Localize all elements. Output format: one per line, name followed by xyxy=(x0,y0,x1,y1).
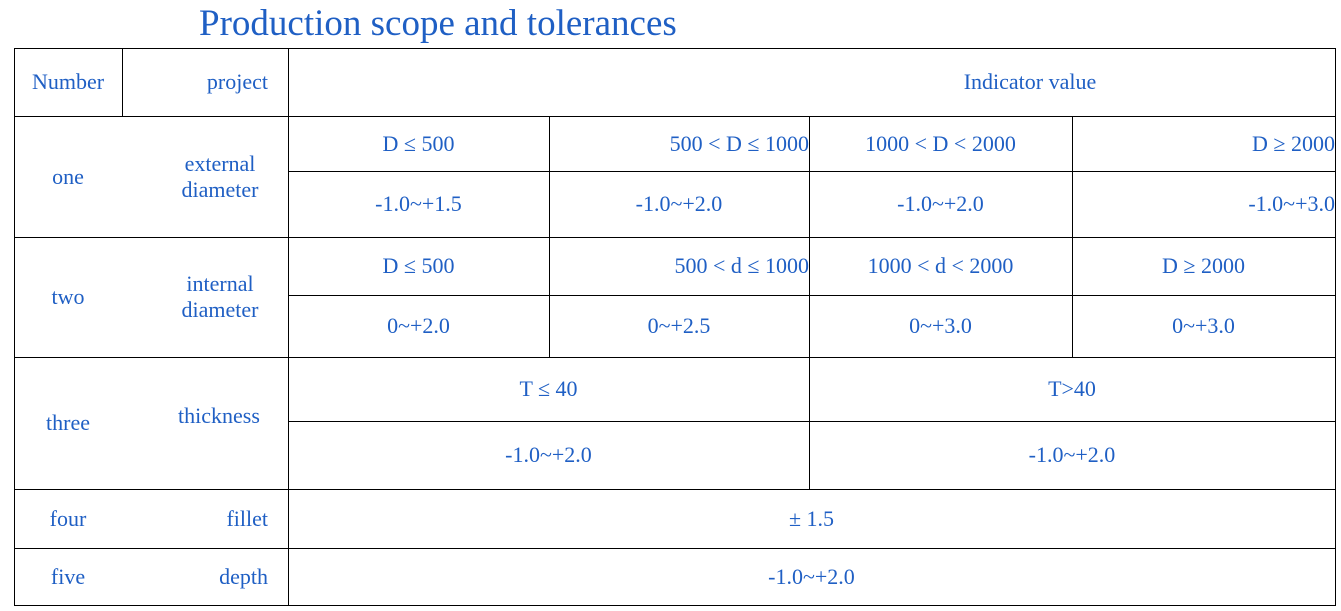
value-cell: ± 1.5 xyxy=(788,505,835,531)
rule-col-row3 xyxy=(809,357,810,489)
row-project: external diameter xyxy=(181,150,259,202)
tolerance-cell: -1.0~+1.5 xyxy=(375,191,462,216)
row-number: three xyxy=(46,410,90,435)
value-cell: -1.0~+2.0 xyxy=(768,563,855,589)
rule-row4-bottom xyxy=(14,548,1335,549)
row-number: one xyxy=(52,163,84,189)
tolerance-cell: 0~+2.5 xyxy=(647,313,711,338)
row-project: internal diameter xyxy=(181,271,259,322)
tolerance-cell: 0~+3.0 xyxy=(1172,313,1235,338)
range-cell: 500 < d ≤ 1000 xyxy=(674,253,809,278)
row-project: fillet xyxy=(226,505,268,531)
header-number: Number xyxy=(31,69,105,94)
rule-col3-row2 xyxy=(1072,237,1073,357)
rule-col1-row1 xyxy=(549,116,550,237)
range-cell: D ≤ 500 xyxy=(382,130,455,156)
tolerance-cell: -1.0~+2.0 xyxy=(635,191,723,216)
rule-col1-row2 xyxy=(549,237,550,357)
range-cell: 500 < D ≤ 1000 xyxy=(669,130,809,156)
tolerance-cell: -1.0~+2.0 xyxy=(505,442,592,467)
rule-right xyxy=(1335,48,1336,606)
rule-header-bottom xyxy=(14,116,1335,117)
range-cell: T ≤ 40 xyxy=(519,376,578,401)
rule-row3-bottom xyxy=(14,489,1335,490)
range-cell: T>40 xyxy=(1048,376,1096,401)
range-cell: D ≥ 2000 xyxy=(1252,130,1335,156)
range-cell: 1000 < D < 2000 xyxy=(865,130,1016,156)
tolerance-cell: -1.0~+2.0 xyxy=(897,191,984,216)
range-cell: D ≤ 500 xyxy=(382,253,455,278)
rule-left xyxy=(14,48,15,606)
row-number: four xyxy=(49,505,87,531)
tolerance-cell: -1.0~+2.0 xyxy=(1028,442,1116,467)
header-indicator-value: Indicator value xyxy=(963,69,1097,94)
range-cell: D ≥ 2000 xyxy=(1162,253,1245,278)
rule-row3-mid xyxy=(288,421,1335,422)
tolerance-cell: 0~+3.0 xyxy=(909,313,972,338)
rule-number xyxy=(122,48,123,117)
tolerance-cell: 0~+2.0 xyxy=(387,313,450,338)
tolerance-cell: -1.0~+3.0 xyxy=(1248,191,1335,216)
rule-row1-bottom xyxy=(14,237,1335,238)
rule-col3-row1 xyxy=(1072,116,1073,237)
row-project: depth xyxy=(219,563,268,589)
range-cell: 1000 < d < 2000 xyxy=(867,253,1014,278)
rule-col2-row2 xyxy=(809,237,810,357)
row-project: thickness xyxy=(178,403,260,428)
tolerance-table: Number project Indicator value one exter… xyxy=(0,48,1341,611)
rule-row2-mid xyxy=(288,295,1335,296)
rule-project xyxy=(288,48,289,606)
header-project: project xyxy=(206,69,268,94)
row-number: five xyxy=(50,563,86,589)
rule-top xyxy=(14,48,1335,49)
rule-col2-row1 xyxy=(809,116,810,237)
row-number: two xyxy=(51,284,85,309)
rule-row1-mid xyxy=(288,171,1335,172)
rule-row2-bottom xyxy=(14,357,1335,358)
document-title: Production scope and tolerances xyxy=(199,3,677,44)
rule-bottom xyxy=(14,605,1335,606)
